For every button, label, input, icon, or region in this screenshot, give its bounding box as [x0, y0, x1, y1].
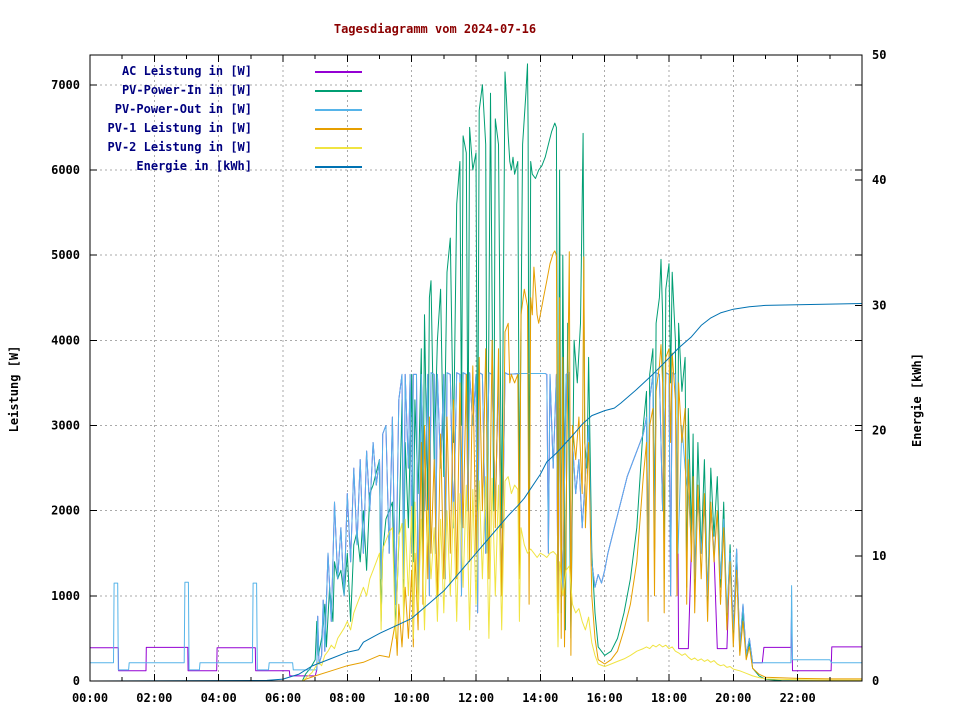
y-axis-right-label: Energie [kWh] — [910, 353, 924, 447]
y1-tick-label: 2000 — [51, 504, 80, 518]
x-tick-label: 20:00 — [715, 691, 751, 705]
series-pv-1-leistung-in-w — [90, 250, 862, 682]
x-tick-label: 08:00 — [329, 691, 365, 705]
x-tick-label: 18:00 — [651, 691, 687, 705]
tick-labels: 00:00 02:00 04:00 06:00 08:00 10:00 12:00 14:00… — [51, 48, 886, 705]
legend-entry-pv-1-leistung-in-w: PV-1 Leistung in [W] — [90, 121, 380, 137]
legend-label: PV-Power-Out in [W] — [114, 102, 252, 116]
legend-entry-pv-2-leistung-in-w: PV-2 Leistung in [W] — [90, 140, 380, 156]
legend-line-sample — [315, 109, 362, 111]
legend-label: PV-1 Leistung in [W] — [107, 121, 253, 135]
legend-entry-ac-leistung-in-w: AC Leistung in [W] — [90, 64, 380, 80]
x-tick-label: 04:00 — [201, 691, 237, 705]
series-group — [89, 63, 863, 682]
y2-tick-label: 0 — [872, 674, 879, 688]
legend-line-sample — [315, 166, 362, 168]
y1-tick-label: 7000 — [51, 78, 80, 92]
x-tick-label: 06:00 — [265, 691, 301, 705]
legend-entry-pv-power-out-in-w: PV-Power-Out in [W] — [90, 102, 380, 118]
legend-label: Energie in [kWh] — [136, 159, 252, 173]
x-tick-label: 00:00 — [72, 691, 108, 705]
x-tick-label: 12:00 — [458, 691, 494, 705]
chart-title: Tagesdiagramm vom 2024-07-16 — [333, 22, 537, 36]
y2-tick-label: 20 — [872, 424, 886, 438]
y1-tick-label: 4000 — [51, 333, 80, 347]
legend-entry-pv-power-in-in-w: PV-Power-In in [W] — [90, 83, 380, 99]
y1-tick-label: 6000 — [51, 163, 80, 177]
axes — [89, 54, 863, 682]
legend-label: PV-Power-In in [W] — [121, 83, 252, 97]
legend-label: AC Leistung in [W] — [121, 64, 252, 78]
legend-label: PV-2 Leistung in [W] — [107, 140, 253, 154]
y1-tick-label: 3000 — [51, 418, 80, 432]
series-pv-2-leistung-in-w — [90, 476, 862, 682]
x-tick-label: 02:00 — [136, 691, 172, 705]
y2-tick-label: 50 — [872, 48, 886, 62]
x-tick-label: 22:00 — [780, 691, 816, 705]
legend-line-sample — [315, 147, 362, 149]
y2-tick-label: 30 — [872, 298, 886, 312]
legend-line-sample — [315, 71, 362, 73]
series-energie-in-kwh — [89, 303, 863, 682]
x-tick-label: 14:00 — [522, 691, 558, 705]
x-tick-label: 16:00 — [587, 691, 623, 705]
y1-tick-label: 0 — [73, 674, 80, 688]
y2-tick-label: 10 — [872, 549, 886, 563]
legend-line-sample — [315, 128, 362, 130]
legend-line-sample — [315, 90, 362, 92]
legend-entry-energie-in-kwh: Energie in [kWh] — [90, 159, 380, 175]
y1-tick-label: 5000 — [51, 248, 80, 262]
y-axis-left-label: Leistung [W] — [7, 345, 21, 433]
x-tick-label: 10:00 — [394, 691, 430, 705]
y1-tick-label: 1000 — [51, 589, 80, 603]
y2-tick-label: 40 — [872, 173, 886, 187]
